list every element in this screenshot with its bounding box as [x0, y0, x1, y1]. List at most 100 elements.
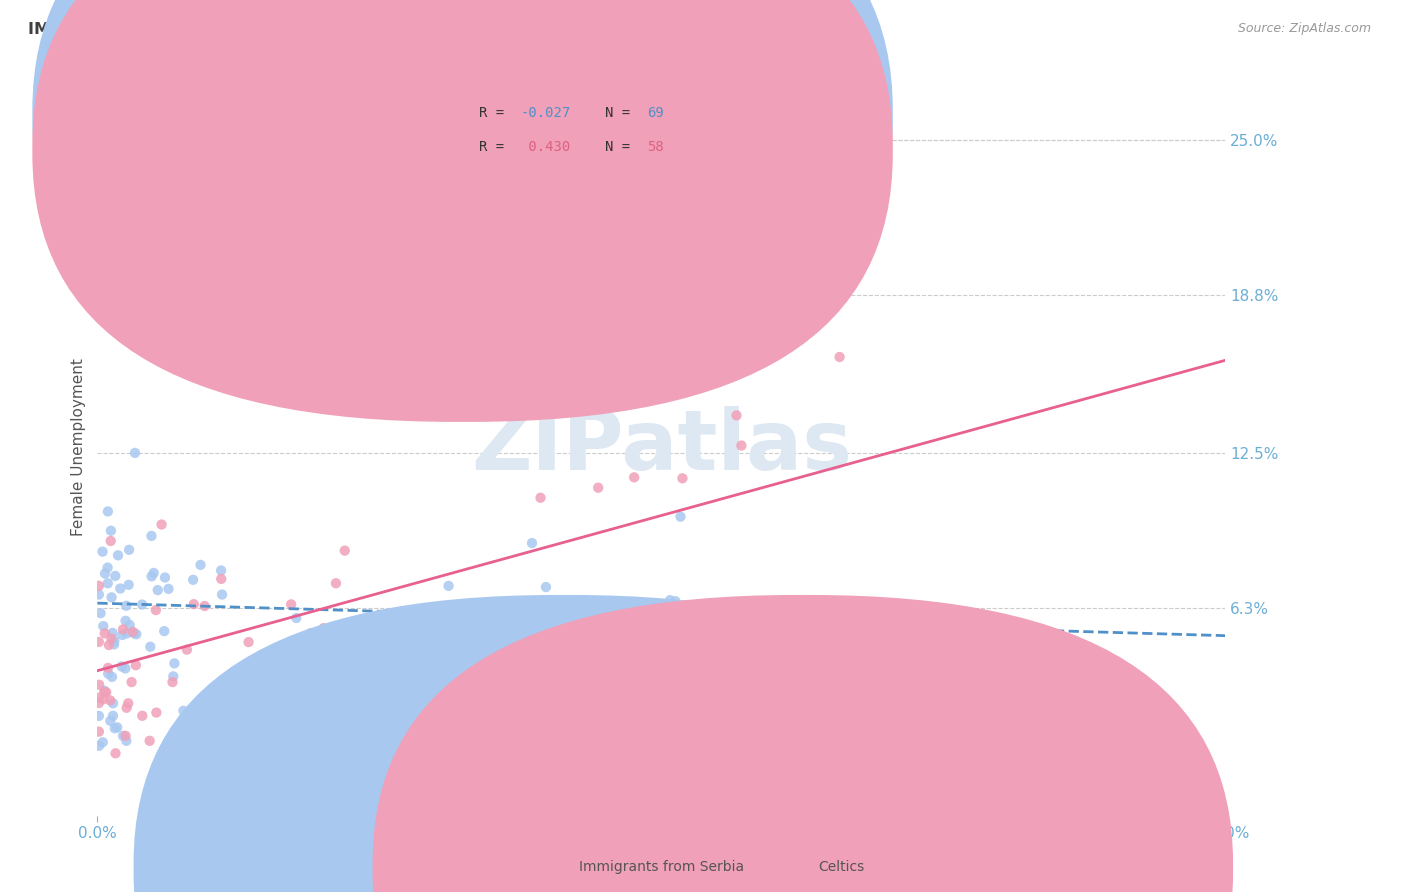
Point — [176, 759, 198, 773]
Point — [190, 558, 212, 572]
Point — [141, 529, 163, 543]
Point — [101, 670, 124, 684]
Point — [138, 733, 160, 747]
Text: Celtics: Celtics — [818, 860, 865, 874]
Point — [100, 632, 122, 646]
Point — [87, 579, 110, 593]
Point — [87, 709, 110, 723]
Point — [100, 524, 122, 538]
Point — [105, 720, 128, 734]
Point — [529, 491, 551, 505]
Point — [586, 481, 609, 495]
Point — [115, 733, 138, 747]
Point — [101, 708, 124, 723]
Point — [118, 618, 141, 632]
Point — [312, 621, 335, 635]
Point — [285, 611, 308, 625]
Text: Immigrants from Serbia: Immigrants from Serbia — [579, 860, 744, 874]
Point — [111, 659, 134, 673]
Point — [181, 573, 204, 587]
Point — [392, 606, 415, 620]
Point — [671, 471, 693, 485]
Point — [325, 576, 347, 591]
Point — [176, 642, 198, 657]
Point — [402, 270, 425, 285]
Text: -0.027: -0.027 — [520, 106, 571, 120]
Point — [118, 542, 141, 557]
Point — [198, 686, 221, 700]
Point — [114, 661, 136, 675]
Point — [97, 504, 120, 518]
Point — [87, 696, 110, 710]
Point — [125, 658, 148, 673]
Point — [101, 696, 124, 710]
Point — [145, 603, 167, 617]
Point — [91, 735, 114, 749]
Point — [273, 659, 295, 673]
Point — [107, 549, 129, 563]
Point — [150, 517, 173, 532]
Point — [153, 570, 176, 584]
Point — [96, 685, 118, 699]
Point — [97, 576, 120, 591]
Point — [299, 626, 322, 640]
Point — [111, 628, 134, 642]
Point — [94, 566, 117, 581]
Point — [103, 634, 125, 648]
Point — [527, 653, 550, 667]
Text: N =: N = — [605, 106, 638, 120]
Point — [238, 635, 260, 649]
Point — [87, 690, 110, 705]
Point — [87, 588, 110, 602]
Point — [187, 739, 209, 753]
Point — [111, 729, 134, 743]
Point — [607, 657, 630, 672]
Point — [142, 566, 165, 580]
Point — [675, 639, 697, 653]
Point — [93, 692, 115, 706]
Point — [131, 708, 153, 723]
Point — [114, 614, 136, 628]
Text: Source: ZipAtlas.com: Source: ZipAtlas.com — [1237, 22, 1371, 36]
Point — [669, 509, 692, 524]
Point — [280, 598, 302, 612]
Point — [98, 693, 121, 707]
Point — [97, 661, 120, 675]
Point — [101, 626, 124, 640]
Point — [110, 582, 132, 596]
Point — [172, 704, 194, 718]
Point — [194, 599, 217, 613]
Point — [664, 594, 686, 608]
Point — [139, 640, 162, 654]
Point — [163, 657, 186, 671]
Point — [87, 724, 110, 739]
Point — [97, 638, 120, 652]
Point — [103, 637, 125, 651]
Point — [117, 696, 139, 710]
Point — [91, 544, 114, 558]
Point — [114, 729, 136, 743]
Text: R =: R = — [479, 140, 513, 154]
Point — [121, 624, 143, 639]
Point — [90, 606, 112, 620]
Text: N =: N = — [605, 140, 638, 154]
Point — [115, 700, 138, 714]
Point — [367, 635, 389, 649]
Y-axis label: Female Unemployment: Female Unemployment — [72, 358, 86, 535]
Point — [118, 578, 141, 592]
Point — [122, 626, 145, 640]
Point — [479, 604, 502, 618]
Point — [93, 626, 115, 640]
Point — [520, 536, 543, 550]
Point — [162, 669, 184, 683]
Point — [211, 588, 233, 602]
Text: ZIPatlas: ZIPatlas — [471, 406, 852, 487]
Point — [121, 675, 143, 690]
Point — [153, 624, 176, 639]
Point — [534, 580, 557, 594]
Point — [101, 245, 124, 260]
Point — [115, 626, 138, 640]
Text: 58: 58 — [647, 140, 664, 154]
Point — [623, 470, 645, 484]
Point — [100, 591, 122, 605]
